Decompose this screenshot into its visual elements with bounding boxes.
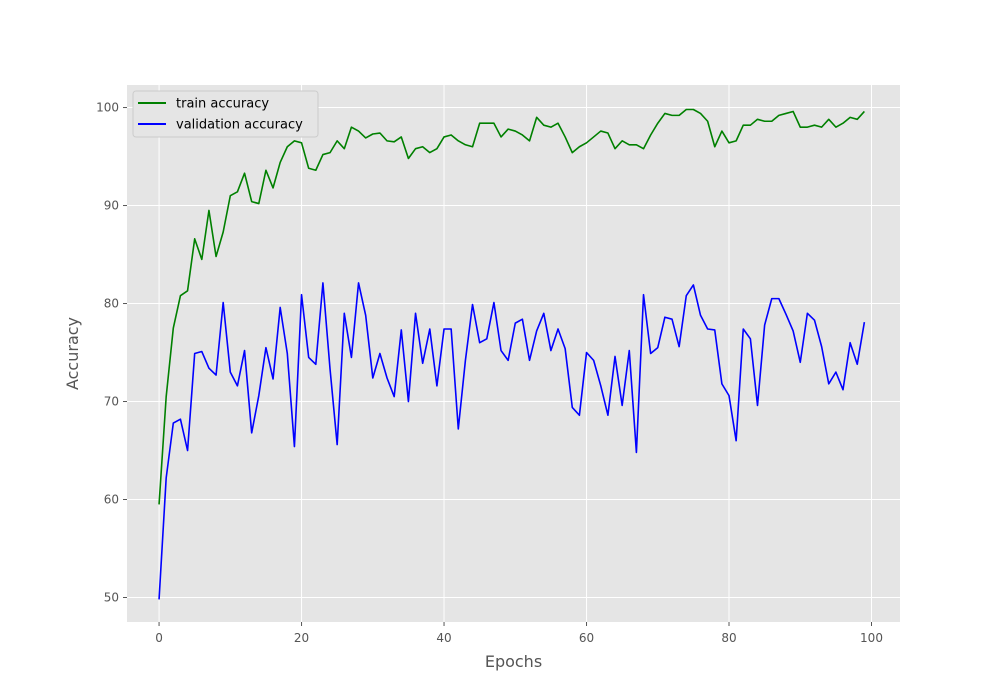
legend-box: [132, 90, 319, 138]
legend: train accuracy validation accuracy: [132, 90, 319, 138]
legend-label: train accuracy: [176, 97, 269, 112]
x-tick-label: 40: [436, 631, 451, 645]
x-tick-label: 100: [860, 631, 883, 645]
legend-label: validation accuracy: [176, 118, 303, 133]
series-line-train-accuracy: [158, 108, 865, 505]
plot-area: [127, 85, 900, 622]
x-axis-label: Epochs: [485, 652, 542, 671]
y-tick-label: 90: [104, 199, 119, 213]
y-tick-label: 70: [104, 395, 119, 409]
y-tick-label: 80: [104, 297, 119, 311]
y-tick-label: 60: [104, 493, 119, 507]
y-tick-label: 100: [96, 101, 119, 115]
x-tick-label: 60: [579, 631, 594, 645]
x-tick-label: 0: [155, 631, 163, 645]
y-axis-label: Accuracy: [63, 317, 82, 390]
y-tick-label: 50: [104, 591, 119, 605]
x-tick-label: 20: [294, 631, 309, 645]
series-line-validation-accuracy: [158, 282, 866, 600]
x-tick-label: 80: [721, 631, 736, 645]
